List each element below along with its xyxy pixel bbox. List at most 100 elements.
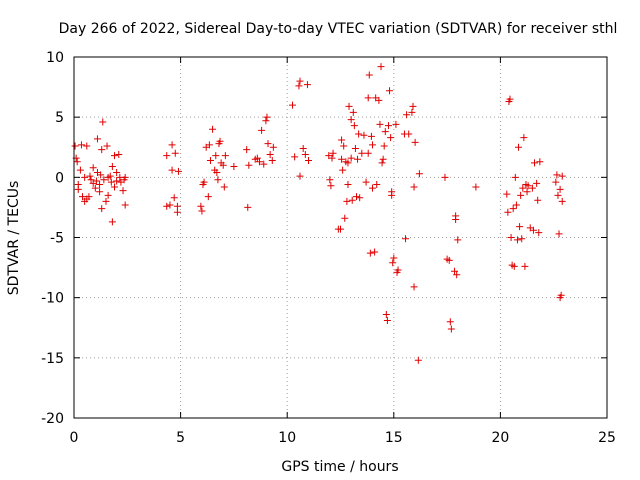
data-point-marker xyxy=(299,144,307,152)
data-point-marker xyxy=(373,181,381,189)
data-point-marker xyxy=(365,71,373,79)
data-point-marker xyxy=(344,181,352,189)
data-point-marker xyxy=(362,178,370,186)
data-point-marker xyxy=(394,266,402,274)
data-point-marker xyxy=(108,163,116,171)
data-point-marker xyxy=(220,183,228,191)
x-tick-labels: 0 5 10 15 20 25 xyxy=(70,430,616,446)
data-point-marker xyxy=(451,267,459,275)
data-point-marker xyxy=(343,197,351,205)
data-point-marker xyxy=(504,208,512,216)
data-point-marker xyxy=(388,191,396,199)
data-point-marker xyxy=(77,141,85,149)
data-point-marker xyxy=(528,184,536,192)
data-point-marker xyxy=(107,178,115,186)
y-tick-label: 0 xyxy=(55,170,64,186)
data-point-marker xyxy=(375,96,383,104)
data-point-marker xyxy=(556,185,564,193)
data-point-marker xyxy=(529,226,537,234)
data-point-marker xyxy=(291,153,299,161)
data-point-marker xyxy=(536,158,544,166)
data-point-marker xyxy=(364,149,372,157)
data-point-marker xyxy=(168,141,176,149)
data-point-marker xyxy=(301,150,309,158)
data-point-marker xyxy=(253,154,261,162)
data-point-marker xyxy=(268,156,276,164)
data-point-marker xyxy=(204,193,212,201)
data-point-marker xyxy=(269,143,277,151)
data-point-marker xyxy=(511,173,519,181)
data-point-marker xyxy=(535,229,543,237)
data-point-marker xyxy=(244,203,252,211)
data-point-marker xyxy=(173,208,181,216)
data-point-marker xyxy=(91,184,99,192)
data-point-marker xyxy=(85,193,93,201)
data-point-marker xyxy=(92,177,100,185)
data-point-marker xyxy=(296,77,304,85)
data-point-marker xyxy=(519,184,527,192)
y-axis-title: SDTVAR / TECUs xyxy=(6,181,22,296)
data-point-marker xyxy=(243,146,251,154)
data-point-marker xyxy=(106,172,114,180)
data-point-marker xyxy=(376,120,384,128)
data-point-marker xyxy=(512,201,520,209)
data-point-marker xyxy=(389,259,397,267)
data-point-marker xyxy=(510,262,518,270)
data-point-marker xyxy=(521,262,529,270)
data-point-marker xyxy=(558,197,566,205)
data-point-marker xyxy=(163,152,171,160)
chart-title: Day 266 of 2022, Sidereal Day-to-day VTE… xyxy=(59,21,618,37)
data-point-marker xyxy=(453,271,461,279)
data-point-marker xyxy=(87,176,95,184)
data-point-marker xyxy=(552,178,560,186)
data-point-marker xyxy=(441,173,449,181)
data-point-marker xyxy=(405,130,413,138)
data-point-marker xyxy=(96,188,104,196)
data-point-marker xyxy=(104,191,112,199)
data-point-marker xyxy=(115,150,123,158)
data-point-marker xyxy=(402,235,410,243)
data-point-marker xyxy=(377,63,385,71)
data-point-marker xyxy=(341,214,349,222)
data-point-marker xyxy=(513,236,521,244)
data-point-marker xyxy=(206,156,214,164)
data-point-marker xyxy=(289,101,297,109)
data-point-marker xyxy=(557,291,565,299)
data-point-marker xyxy=(197,202,205,210)
data-point-marker xyxy=(71,142,79,150)
y-tick-label: -10 xyxy=(41,291,64,307)
data-point-marker xyxy=(364,94,372,102)
data-point-marker xyxy=(506,95,514,103)
data-point-marker xyxy=(349,108,357,116)
y-tick-label: -20 xyxy=(41,411,64,427)
data-point-marker xyxy=(170,194,178,202)
data-point-marker xyxy=(381,128,389,136)
data-point-marker xyxy=(173,202,181,210)
x-tick-label: 0 xyxy=(70,430,79,446)
data-point-marker xyxy=(558,172,566,180)
data-point-marker xyxy=(356,194,364,202)
x-tick-label: 25 xyxy=(598,430,616,446)
data-point-marker xyxy=(98,146,106,154)
data-point-marker xyxy=(100,176,108,184)
data-point-marker xyxy=(99,118,107,126)
data-point-marker xyxy=(338,155,346,163)
data-point-marker xyxy=(517,191,525,199)
data-point-marker xyxy=(245,161,253,169)
data-point-marker xyxy=(255,158,263,166)
data-point-marker xyxy=(264,140,272,148)
data-point-marker xyxy=(163,202,171,210)
data-point-marker xyxy=(79,193,87,201)
data-point-marker xyxy=(339,166,347,174)
data-point-marker xyxy=(219,161,227,169)
y-tick-label: -5 xyxy=(50,231,64,247)
data-point-marker xyxy=(260,160,268,168)
data-point-marker xyxy=(198,207,206,215)
data-point-marker xyxy=(518,235,526,243)
data-point-marker xyxy=(119,187,127,195)
data-point-marker xyxy=(111,152,119,160)
data-point-marker xyxy=(368,184,376,192)
data-point-marker xyxy=(534,196,542,204)
data-point-marker xyxy=(354,155,362,163)
